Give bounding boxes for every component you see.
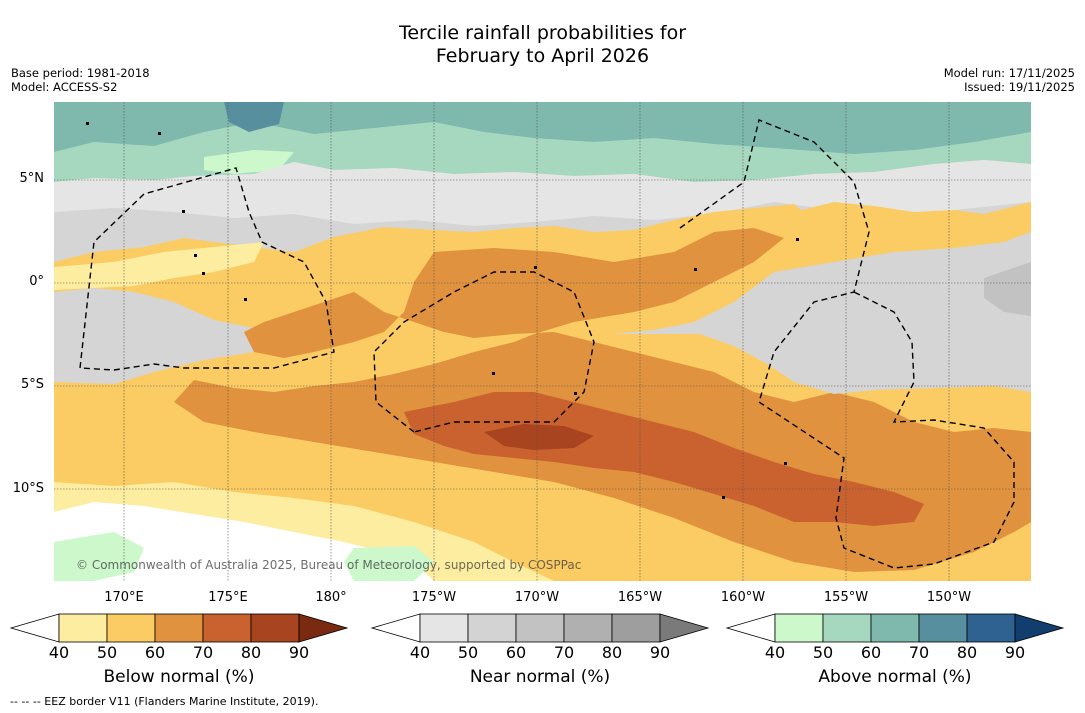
- lat-label-10s: 10°S: [12, 481, 44, 496]
- colorbar-above-normal-title: Above normal (%): [818, 667, 972, 687]
- cb-near-tick: 90: [649, 643, 671, 662]
- eez-footnote: -- -- -- EEZ border V11 (Flanders Marine…: [10, 695, 319, 708]
- cb-above-tick: 70: [908, 643, 930, 662]
- cb-below-tick: 80: [240, 643, 262, 662]
- lon-label-150w: 150°W: [926, 590, 972, 605]
- above-normal-60-band: [54, 102, 1031, 154]
- colorbar-near-normal-seg: [515, 613, 565, 643]
- no-signal-region: [54, 502, 434, 581]
- cb-above-tick: 80: [956, 643, 978, 662]
- copyright-note: © Commonwealth of Australia 2025, Bureau…: [76, 558, 582, 572]
- colorbar-above-normal-seg: [918, 613, 968, 643]
- colorbar-below-normal-seg: [58, 613, 108, 643]
- meta-left: Base period: 1981-2018 Model: ACCESS-S2: [11, 66, 150, 94]
- near-normal-light-band: [54, 160, 1031, 226]
- cb-near-tick: 50: [457, 643, 479, 662]
- colorbar-above-normal-seg: [870, 613, 920, 643]
- title-line-2: February to April 2026: [435, 45, 650, 67]
- colorbar-below-normal: [9, 613, 349, 643]
- above-normal-south-patch: [54, 532, 144, 581]
- above-normal-70-patch: [224, 102, 284, 132]
- lat-label-5s: 5°S: [20, 377, 44, 392]
- eez-border-kiribati-phoenix: [373, 271, 595, 433]
- cb-below-tick: 40: [48, 643, 70, 662]
- cb-near-tick: 60: [505, 643, 527, 662]
- colorbar-near-normal-seg: [419, 613, 469, 643]
- graticule: [54, 102, 1031, 581]
- eez-border-kiribati-gilbert: [79, 167, 335, 371]
- model-run-text: Model run: 17/11/2025: [943, 66, 1075, 80]
- lon-label-175e: 175°E: [208, 590, 248, 605]
- islands: [86, 122, 799, 499]
- lon-label-175w: 175°W: [411, 590, 457, 605]
- colorbar-near-normal-extend-high: [659, 613, 710, 643]
- colorbar-near-normal-extend-low: [370, 613, 421, 643]
- lon-label-160w: 160°W: [720, 590, 766, 605]
- above-normal-light-patch: [204, 150, 294, 174]
- colorbar-above-normal-seg: [822, 613, 872, 643]
- colorbar-above-normal-extend-low: [725, 613, 776, 643]
- colorbar-near-normal-seg: [563, 613, 613, 643]
- meta-right: Model run: 17/11/2025 Issued: 19/11/2025: [944, 66, 1075, 94]
- eez-borders: [79, 119, 1015, 569]
- rainfall-probability-map: [54, 102, 1031, 581]
- below-normal-80-patch: [484, 424, 594, 450]
- colorbar-near-normal: [370, 613, 710, 643]
- colorbar-below-normal-title: Below normal (%): [103, 667, 255, 687]
- near-normal-east-region: [694, 252, 1031, 394]
- cb-below-tick: 60: [144, 643, 166, 662]
- colorbar-legends: [9, 613, 1065, 643]
- lon-label-155w: 155°W: [823, 590, 869, 605]
- lon-label-165w: 165°W: [617, 590, 663, 605]
- colorbar-near-normal-title: Near normal (%): [469, 667, 611, 687]
- cb-below-tick: 70: [192, 643, 214, 662]
- lon-label-180: 180°: [315, 590, 347, 605]
- colorbar-below-normal-extend-low: [9, 613, 60, 643]
- cb-above-tick: 50: [812, 643, 834, 662]
- above-normal-south-patch-2: [344, 546, 434, 581]
- colorbar-below-normal-seg: [250, 613, 300, 643]
- cb-below-tick: 50: [96, 643, 118, 662]
- cb-below-tick: 90: [288, 643, 310, 662]
- colorbar-near-normal-seg: [611, 613, 661, 643]
- issued-text: Issued: 19/11/2025: [964, 80, 1075, 94]
- cb-above-tick: 40: [764, 643, 786, 662]
- base-period-text: Base period: 1981-2018: [11, 66, 150, 80]
- cb-above-tick: 60: [860, 643, 882, 662]
- lon-label-170e: 170°E: [104, 590, 144, 605]
- colorbar-above-normal-extend-high: [1014, 613, 1065, 643]
- colorbar-below-normal-seg: [202, 613, 252, 643]
- title-line-1: Tercile rainfall probabilities for: [398, 22, 687, 44]
- model-text: Model: ACCESS-S2: [11, 80, 118, 94]
- below-normal-40-north-patch: [54, 242, 264, 290]
- cb-near-tick: 70: [553, 643, 575, 662]
- colorbar-above-normal: [725, 613, 1065, 643]
- cb-near-tick: 40: [409, 643, 431, 662]
- colorbar-near-normal-seg: [467, 613, 517, 643]
- lat-label-0: 0°: [29, 274, 44, 289]
- colorbar-below-normal-extend-high: [298, 613, 349, 643]
- lon-label-170w: 170°W: [514, 590, 560, 605]
- colorbar-below-normal-seg: [154, 613, 204, 643]
- colorbar-above-normal-seg: [774, 613, 824, 643]
- map-title: Tercile rainfall probabilities for Febru…: [0, 22, 1085, 68]
- cb-above-tick: 90: [1004, 643, 1026, 662]
- colorbar-below-normal-seg: [106, 613, 156, 643]
- eez-border-kiribati-line: [679, 119, 1015, 569]
- colorbar-above-normal-seg: [966, 613, 1016, 643]
- cb-near-tick: 80: [601, 643, 623, 662]
- lat-label-5n: 5°N: [19, 171, 45, 186]
- near-normal-east-60-patch: [984, 262, 1031, 316]
